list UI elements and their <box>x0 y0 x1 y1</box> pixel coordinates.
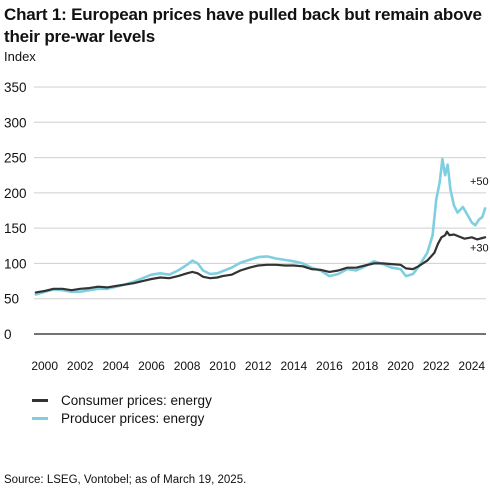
x-tick-label: 2022 <box>423 359 450 373</box>
legend-swatch-consumer <box>32 398 48 402</box>
y-tick-label: 50 <box>4 292 19 307</box>
series-lines <box>34 157 487 296</box>
series-line-consumer <box>34 230 487 294</box>
legend-swatch-producer <box>32 416 48 420</box>
x-tick-label: 2008 <box>174 359 201 373</box>
series-line-producer <box>34 157 487 296</box>
x-tick-label: 2020 <box>387 359 414 373</box>
x-tick-label: 2004 <box>103 359 130 373</box>
y-axis-label: Index <box>4 49 36 64</box>
y-tick-label: 300 <box>4 115 27 130</box>
x-tick-label: 2012 <box>245 359 272 373</box>
source-note: Source: LSEG, Vontobel; as of March 19, … <box>4 474 247 486</box>
y-tick-labels: 0 50 100 150 200 250 300 350 <box>4 80 27 342</box>
chart-title: Chart 1: European prices have pulled bac… <box>4 5 482 46</box>
x-tick-label: 2024 <box>458 359 485 373</box>
x-tick-label: 2006 <box>138 359 165 373</box>
y-tick-label: 0 <box>4 327 12 342</box>
x-tick-label: 2002 <box>67 359 94 373</box>
x-tick-label: 2018 <box>352 359 379 373</box>
legend-item-consumer: Consumer prices: energy <box>32 391 212 409</box>
legend-item-producer: Producer prices: energy <box>32 409 212 427</box>
legend-label-producer: Producer prices: energy <box>61 410 205 426</box>
gridlines <box>34 86 486 335</box>
x-tick-labels: 2000 2002 2004 2006 2008 2010 2012 2014 2016 2018… <box>31 359 485 373</box>
y-tick-label: 150 <box>4 221 27 236</box>
annotation-label: +50 % <box>470 176 490 188</box>
annotation-label: +30 % <box>470 242 490 254</box>
legend: Consumer prices: energy Producer prices:… <box>32 391 212 427</box>
annotations: +50 % +30 % <box>470 176 490 254</box>
y-tick-label: 200 <box>4 186 27 201</box>
legend-label-consumer: Consumer prices: energy <box>61 392 212 408</box>
y-tick-label: 100 <box>4 256 27 271</box>
x-tick-label: 2010 <box>209 359 236 373</box>
y-tick-label: 350 <box>4 80 27 95</box>
x-tick-label: 2016 <box>316 359 343 373</box>
x-tick-label: 2000 <box>31 359 58 373</box>
x-tick-label: 2014 <box>280 359 307 373</box>
y-tick-label: 250 <box>4 151 27 166</box>
